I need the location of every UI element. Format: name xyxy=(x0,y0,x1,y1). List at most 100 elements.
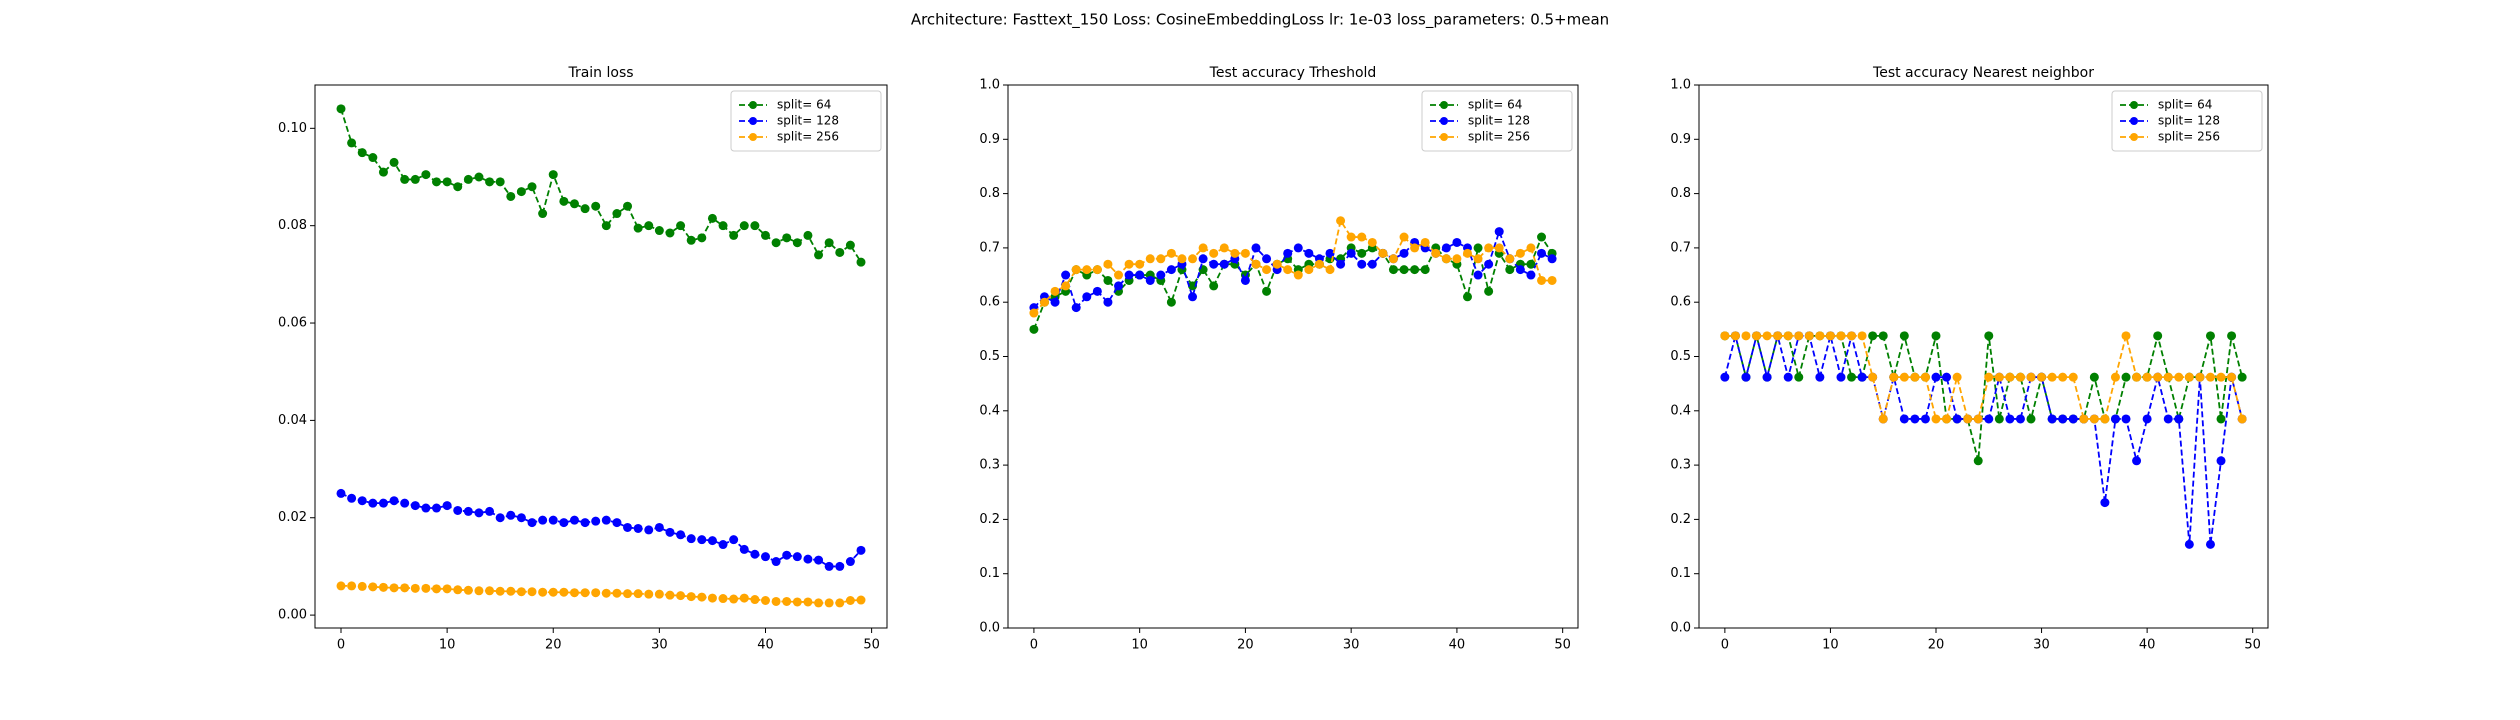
data-point xyxy=(1219,243,1229,253)
y-tick-label: 0.7 xyxy=(979,240,1000,255)
data-point xyxy=(1188,281,1198,291)
data-point xyxy=(1547,254,1557,264)
data-point xyxy=(421,503,431,513)
data-point xyxy=(1156,270,1166,280)
data-point xyxy=(1973,414,1983,424)
data-point xyxy=(1836,372,1846,382)
legend-label: split= 256 xyxy=(2158,130,2220,144)
data-point xyxy=(644,589,654,599)
data-point xyxy=(729,230,739,240)
data-point xyxy=(2100,414,2110,424)
data-point xyxy=(633,223,643,233)
data-point xyxy=(1346,232,1356,242)
data-point xyxy=(1473,254,1483,264)
data-point xyxy=(1410,265,1420,275)
data-point xyxy=(1357,259,1367,269)
data-point xyxy=(336,488,346,498)
data-point xyxy=(2195,372,2205,382)
data-point xyxy=(633,523,643,533)
data-point xyxy=(1878,414,1888,424)
y-tick-label: 0.5 xyxy=(1670,349,1691,364)
data-point xyxy=(856,545,866,555)
data-point xyxy=(1039,297,1049,307)
data-point xyxy=(357,496,367,506)
data-point xyxy=(389,157,399,167)
data-point xyxy=(389,496,399,506)
data-point xyxy=(792,552,802,562)
data-point xyxy=(1984,331,1994,341)
data-point xyxy=(792,238,802,248)
data-point xyxy=(591,201,601,211)
data-point xyxy=(856,595,866,605)
y-tick-label: 0.6 xyxy=(979,295,1000,310)
data-point xyxy=(2163,414,2173,424)
x-tick-label: 0 xyxy=(337,638,345,653)
data-point xyxy=(1984,414,1994,424)
data-point xyxy=(2205,539,2215,549)
data-point xyxy=(1166,297,1176,307)
data-point xyxy=(1251,243,1261,253)
data-point xyxy=(1283,265,1293,275)
data-point xyxy=(495,513,505,523)
data-point xyxy=(1293,243,1303,253)
data-point xyxy=(1135,270,1145,280)
data-point xyxy=(538,587,548,597)
data-point xyxy=(760,230,770,240)
data-point xyxy=(718,221,728,231)
y-tick-label: 0.8 xyxy=(979,186,1000,201)
data-point xyxy=(2153,331,2163,341)
data-point xyxy=(845,557,855,567)
data-point xyxy=(782,233,792,243)
data-point xyxy=(1515,248,1525,258)
data-point xyxy=(357,148,367,158)
data-point xyxy=(1762,372,1772,382)
data-point xyxy=(676,591,686,601)
data-point xyxy=(1399,232,1409,242)
data-point xyxy=(1994,372,2004,382)
data-point xyxy=(1994,414,2004,424)
data-point xyxy=(506,510,516,520)
data-point xyxy=(1082,292,1092,302)
legend-marker xyxy=(1440,101,1448,109)
data-point xyxy=(2163,372,2173,382)
data-point xyxy=(845,595,855,605)
data-point xyxy=(485,506,495,516)
data-point xyxy=(601,221,611,231)
y-tick-label: 1.0 xyxy=(979,78,1000,93)
legend-marker xyxy=(2130,101,2138,109)
data-point xyxy=(750,595,760,605)
data-point xyxy=(506,191,516,201)
y-tick-label: 0.2 xyxy=(979,512,1000,527)
data-point xyxy=(1198,243,1208,253)
data-point xyxy=(623,589,633,599)
data-point xyxy=(1484,259,1494,269)
data-point xyxy=(442,177,452,187)
data-point xyxy=(516,513,526,523)
x-tick-label: 30 xyxy=(2033,638,2050,653)
series-line xyxy=(1723,334,2244,545)
data-point xyxy=(1931,414,1941,424)
data-point xyxy=(707,213,717,223)
figure-title: Architecture: Fasttext_150 Loss: CosineE… xyxy=(911,11,1609,30)
data-point xyxy=(718,540,728,550)
data-point xyxy=(1293,270,1303,280)
legend-box xyxy=(2111,90,2263,152)
axes-frame xyxy=(1698,84,2269,629)
data-point xyxy=(1367,259,1377,269)
axes-frame xyxy=(314,84,888,629)
data-point xyxy=(410,501,420,511)
data-point xyxy=(1899,372,1909,382)
data-point xyxy=(453,505,463,515)
y-tick-label: 0.00 xyxy=(278,608,307,623)
data-point xyxy=(580,204,590,214)
data-point xyxy=(1230,248,1240,258)
data-point xyxy=(1219,259,1229,269)
y-tick-label: 0.1 xyxy=(1670,566,1691,581)
data-point xyxy=(2047,372,2057,382)
legend-label: split= 128 xyxy=(2158,114,2220,128)
data-point xyxy=(1314,259,1324,269)
data-point xyxy=(1283,248,1293,258)
data-point xyxy=(1399,265,1409,275)
data-point xyxy=(1061,281,1071,291)
data-point xyxy=(1103,275,1113,285)
